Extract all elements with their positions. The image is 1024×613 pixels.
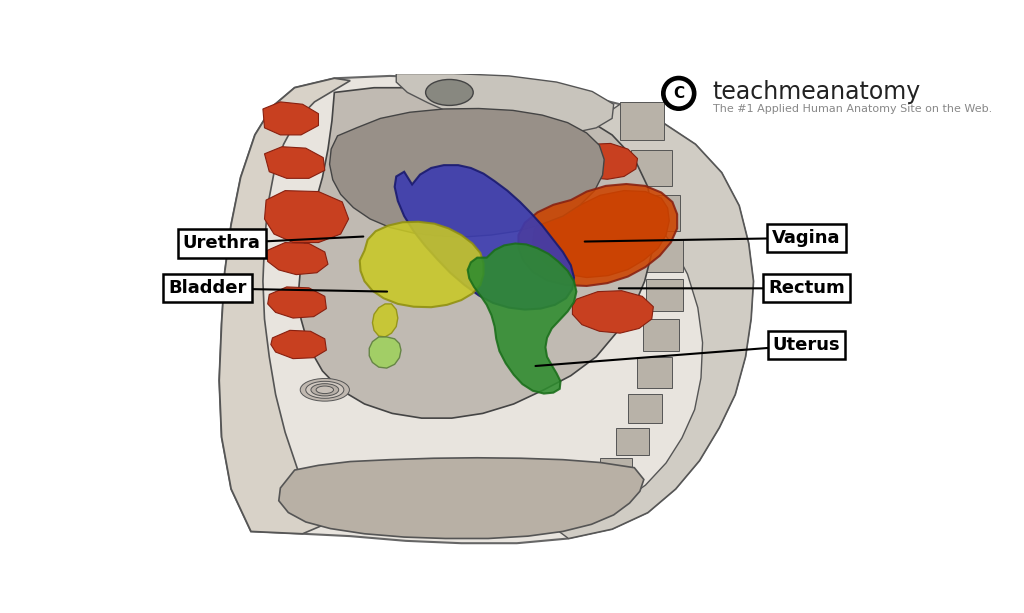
Polygon shape xyxy=(373,304,397,337)
Text: Uterus: Uterus xyxy=(773,336,841,354)
Polygon shape xyxy=(640,195,680,230)
Text: C: C xyxy=(673,86,684,101)
Polygon shape xyxy=(267,287,327,318)
Polygon shape xyxy=(621,102,665,140)
Polygon shape xyxy=(567,143,638,179)
Polygon shape xyxy=(267,243,328,275)
Polygon shape xyxy=(263,102,318,135)
Polygon shape xyxy=(264,147,325,178)
Ellipse shape xyxy=(316,386,334,394)
Ellipse shape xyxy=(300,378,349,401)
Polygon shape xyxy=(518,184,677,286)
Polygon shape xyxy=(330,109,604,237)
Polygon shape xyxy=(219,76,754,543)
Ellipse shape xyxy=(426,80,473,105)
Polygon shape xyxy=(643,319,679,351)
Text: teachmeanatomy: teachmeanatomy xyxy=(713,80,922,104)
Polygon shape xyxy=(638,357,673,388)
Circle shape xyxy=(667,81,691,105)
Polygon shape xyxy=(359,222,483,307)
Polygon shape xyxy=(646,280,683,311)
Polygon shape xyxy=(572,291,653,333)
Text: Bladder: Bladder xyxy=(168,280,247,297)
Polygon shape xyxy=(279,458,644,538)
Circle shape xyxy=(662,77,695,110)
Polygon shape xyxy=(532,191,670,278)
Polygon shape xyxy=(616,428,649,455)
Polygon shape xyxy=(600,459,632,484)
Polygon shape xyxy=(219,78,350,534)
Polygon shape xyxy=(629,394,663,424)
Ellipse shape xyxy=(306,381,344,398)
Text: Rectum: Rectum xyxy=(768,280,845,297)
Text: The #1 Applied Human Anatomy Site on the Web.: The #1 Applied Human Anatomy Site on the… xyxy=(713,104,992,114)
Polygon shape xyxy=(270,330,327,359)
Ellipse shape xyxy=(311,384,339,396)
Polygon shape xyxy=(128,74,922,546)
Polygon shape xyxy=(553,104,754,538)
Polygon shape xyxy=(264,191,348,243)
Polygon shape xyxy=(370,337,401,368)
Polygon shape xyxy=(394,165,574,310)
Polygon shape xyxy=(645,238,683,272)
Polygon shape xyxy=(299,88,653,418)
Text: Urethra: Urethra xyxy=(182,235,260,253)
Polygon shape xyxy=(631,150,673,186)
Polygon shape xyxy=(468,243,577,394)
Text: Vagina: Vagina xyxy=(772,229,841,247)
Polygon shape xyxy=(396,74,613,134)
